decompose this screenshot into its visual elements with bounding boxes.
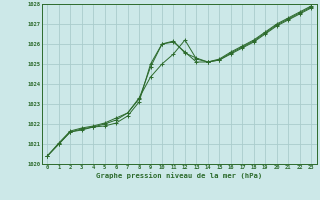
X-axis label: Graphe pression niveau de la mer (hPa): Graphe pression niveau de la mer (hPa) xyxy=(96,172,262,179)
